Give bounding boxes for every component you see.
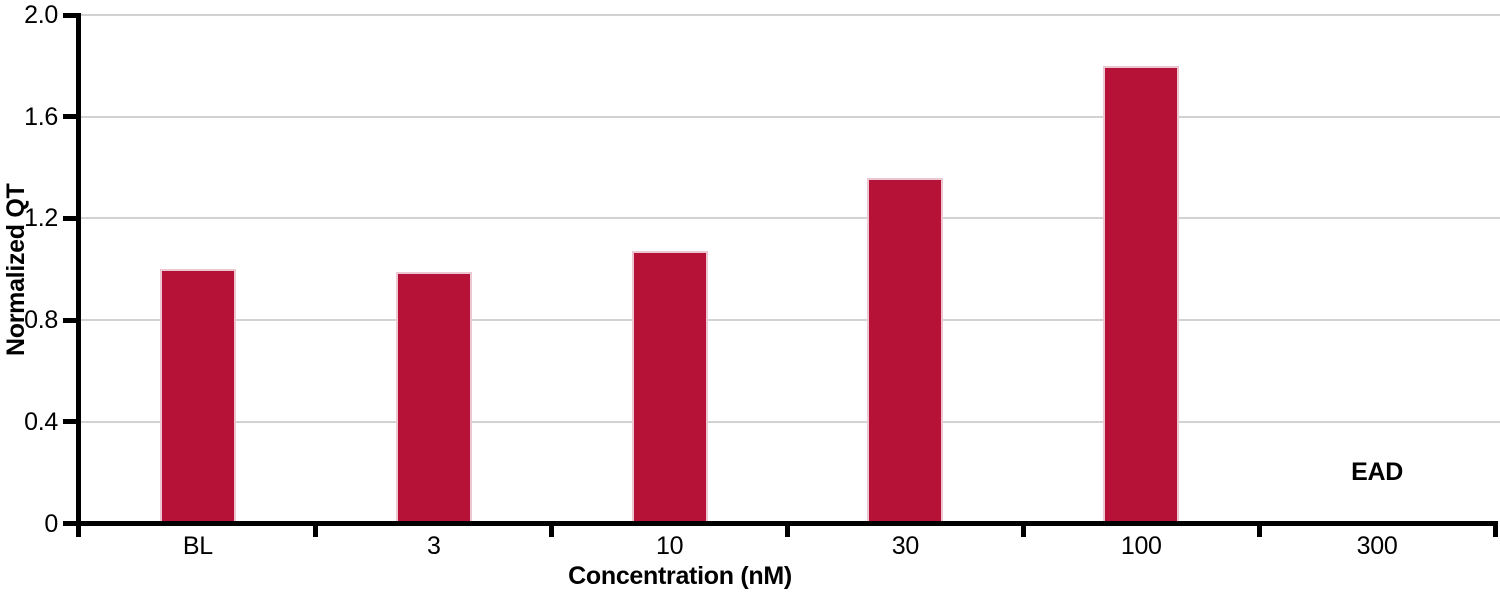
x-tick-label-30: 30 bbox=[891, 532, 920, 560]
y-tick-2.0 bbox=[63, 12, 81, 18]
bar-30 bbox=[867, 177, 944, 524]
bar-3 bbox=[395, 271, 472, 524]
gridline-1.2 bbox=[80, 217, 1500, 220]
y-axis-line bbox=[76, 13, 81, 537]
x-tick-boundary-4 bbox=[1020, 521, 1026, 537]
y-tick-0.4 bbox=[63, 419, 81, 425]
bar-BL bbox=[159, 269, 236, 524]
x-tick-label-BL: BL bbox=[182, 532, 213, 560]
bar-100 bbox=[1103, 65, 1180, 524]
x-axis-title: Concentration (nM) bbox=[568, 562, 792, 590]
x-tick-boundary-3 bbox=[785, 521, 790, 537]
gridline-0.8 bbox=[80, 319, 1500, 322]
x-tick-label-10: 10 bbox=[655, 532, 684, 560]
gridline-0.4 bbox=[80, 420, 1500, 423]
y-tick-0.8 bbox=[63, 317, 81, 323]
x-tick-label-100: 100 bbox=[1120, 532, 1162, 560]
y-tick-label-0.8: 0.8 bbox=[24, 306, 58, 335]
annotation-EAD: EAD bbox=[1351, 457, 1404, 486]
y-tick-label-2.0: 2.0 bbox=[24, 1, 58, 29]
x-tick-label-3: 3 bbox=[426, 532, 441, 560]
y-axis-title: Normalized QT bbox=[2, 183, 30, 356]
y-tick-1.2 bbox=[63, 215, 81, 221]
gridline-1.6 bbox=[80, 115, 1500, 118]
y-tick-label-1.6: 1.6 bbox=[24, 102, 58, 131]
y-tick-label-0.4: 0.4 bbox=[24, 407, 58, 436]
y-tick-0 bbox=[63, 521, 81, 526]
x-tick-boundary-6 bbox=[1492, 521, 1498, 537]
y-tick-label-0: 0 bbox=[44, 509, 58, 538]
y-tick-1.6 bbox=[63, 114, 81, 120]
gridline-2.0 bbox=[80, 14, 1500, 16]
bar-10 bbox=[631, 251, 708, 524]
y-tick-label-1.2: 1.2 bbox=[24, 204, 58, 233]
x-tick-boundary-5 bbox=[1256, 521, 1262, 537]
x-tick-label-300: 300 bbox=[1356, 532, 1398, 560]
x-tick-boundary-1 bbox=[313, 521, 319, 537]
x-tick-boundary-2 bbox=[549, 521, 555, 537]
